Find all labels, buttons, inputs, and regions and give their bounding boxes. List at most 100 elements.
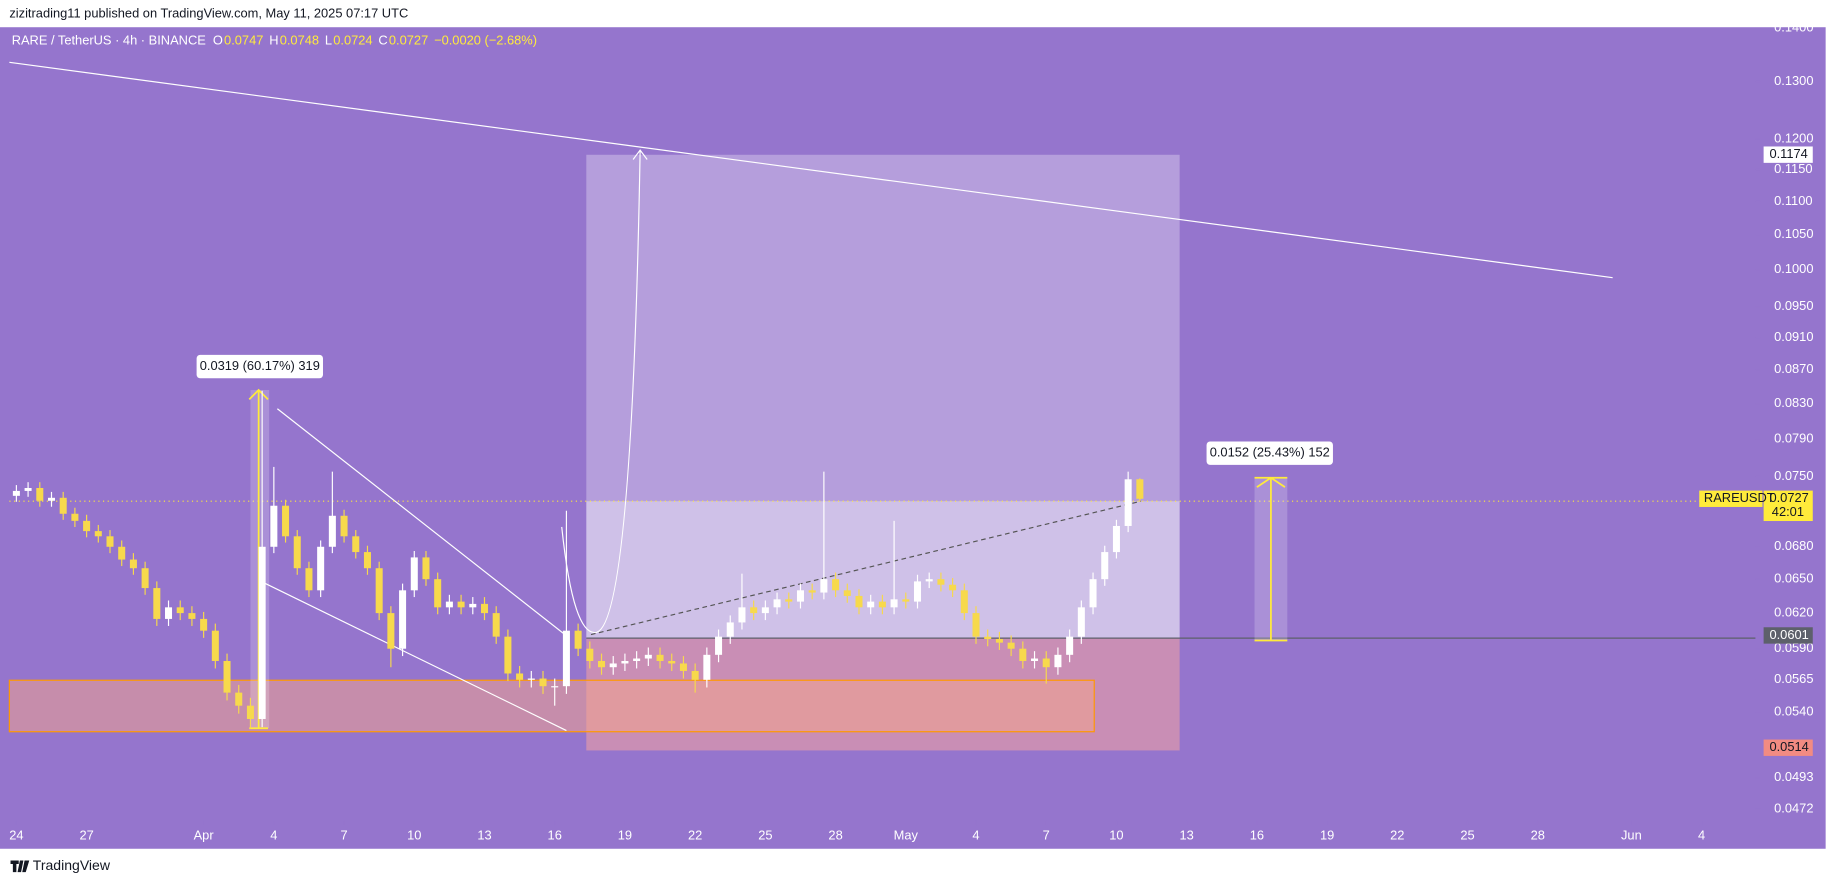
candle-body <box>363 552 371 569</box>
candle-body <box>399 590 407 649</box>
footer-brand: TradingView <box>33 857 111 873</box>
candle-body <box>949 584 957 591</box>
y-tick-label: 0.0950 <box>1774 298 1813 313</box>
x-tick-label: May <box>894 827 919 842</box>
candle-body <box>1124 479 1132 526</box>
x-tick-label: 4 <box>1698 827 1705 842</box>
candle-body <box>1101 552 1109 580</box>
candle-body <box>165 607 173 619</box>
y-tick-label: 0.0493 <box>1774 769 1813 784</box>
candle-body <box>422 557 430 580</box>
candle-body <box>1136 479 1144 499</box>
y-tick-label: 0.0590 <box>1774 640 1813 655</box>
candle-body <box>305 568 313 591</box>
candle-body <box>504 636 512 674</box>
x-tick-label: 27 <box>79 827 93 842</box>
candle-body <box>820 579 828 593</box>
candle-body <box>551 686 559 688</box>
logo <box>10 860 30 873</box>
x-tick-label: 22 <box>688 827 702 842</box>
candle-body <box>867 601 875 608</box>
x-tick-label: 16 <box>548 827 562 842</box>
candle-body <box>656 654 664 661</box>
candle-body <box>211 630 219 661</box>
legend-label: C <box>378 33 387 48</box>
legend-value: 0.0727 <box>389 33 428 48</box>
price-label: 0.0514 <box>1769 739 1808 754</box>
x-tick-label: 10 <box>407 827 421 842</box>
candle-body <box>750 607 758 614</box>
candle-body <box>913 581 922 602</box>
y-tick-label: 0.0472 <box>1774 800 1813 815</box>
x-tick-label: 25 <box>1460 827 1474 842</box>
y-tick-label: 0.0620 <box>1774 605 1813 620</box>
candle-body <box>796 590 804 602</box>
candle-body <box>375 568 383 614</box>
candle-body <box>258 546 266 719</box>
candle-body <box>480 603 489 614</box>
y-tick-label: 0.1050 <box>1774 226 1813 241</box>
candle-body <box>878 601 886 608</box>
candle-body <box>1077 607 1085 637</box>
x-tick-label: 13 <box>1180 827 1194 842</box>
candle-body <box>1007 642 1015 649</box>
channel-line <box>261 581 567 732</box>
candle-body <box>141 568 149 589</box>
price-label-box <box>1763 627 1813 644</box>
x-tick-label: 19 <box>618 827 632 842</box>
annotation: 0.0319 (60.17%) 319 <box>200 358 320 373</box>
price-label-box <box>1763 739 1813 756</box>
price-label: 0.1174 <box>1769 146 1807 161</box>
candle-body <box>808 590 816 593</box>
x-tick-label: 28 <box>1531 827 1545 842</box>
y-tick-label: 0.0830 <box>1774 395 1813 410</box>
price-label-box <box>1763 490 1813 522</box>
y-tick-label: 0.0565 <box>1774 671 1813 686</box>
x-tick-label: 7 <box>1043 827 1050 842</box>
y-tick-label: 0.1100 <box>1774 193 1812 208</box>
candle-body <box>12 490 20 496</box>
price-label: 0.0601 <box>1769 627 1808 642</box>
candle-body <box>539 678 547 687</box>
price-label: 0.0727 <box>1769 490 1808 505</box>
candle-body <box>1112 525 1120 553</box>
x-tick-label: 7 <box>340 827 347 842</box>
x-tick-label: 16 <box>1250 827 1264 842</box>
candle-body <box>738 607 746 623</box>
channel-line <box>276 408 567 637</box>
candle-body <box>1054 654 1062 668</box>
candle-body <box>24 488 32 491</box>
candle-body <box>562 630 570 687</box>
dashed-line <box>590 500 1142 636</box>
candle-body <box>679 663 687 671</box>
x-tick-label: 28 <box>828 827 842 842</box>
candle-body <box>1019 648 1027 661</box>
candle-body <box>36 488 44 501</box>
candles <box>12 390 1144 729</box>
x-tick-label: 24 <box>9 827 23 842</box>
candle-body <box>246 705 254 719</box>
candle-body <box>703 654 711 680</box>
candle-body <box>1031 658 1039 661</box>
candle-body <box>317 546 325 591</box>
candle-body <box>668 660 676 664</box>
measure-arrow <box>1254 476 1288 642</box>
candle-body <box>633 658 641 661</box>
candle-body <box>469 603 477 608</box>
symbol-box <box>1699 490 1763 507</box>
candle-body <box>984 636 992 640</box>
legend-label: L <box>325 33 332 48</box>
candle-body <box>118 546 126 560</box>
x-tick-label: 19 <box>1320 827 1334 842</box>
x-tick-label: 22 <box>1390 827 1404 842</box>
candle-body <box>785 599 793 602</box>
candle-body <box>457 601 465 608</box>
candle-body <box>352 536 360 553</box>
annotation: 0.0152 (25.43%) 152 <box>1210 445 1330 460</box>
x-tick-label: Jun <box>1621 827 1642 842</box>
candle-body <box>574 630 582 649</box>
annotation-box <box>1206 441 1333 465</box>
profit-zone <box>586 501 1180 639</box>
candle-body <box>59 497 67 514</box>
